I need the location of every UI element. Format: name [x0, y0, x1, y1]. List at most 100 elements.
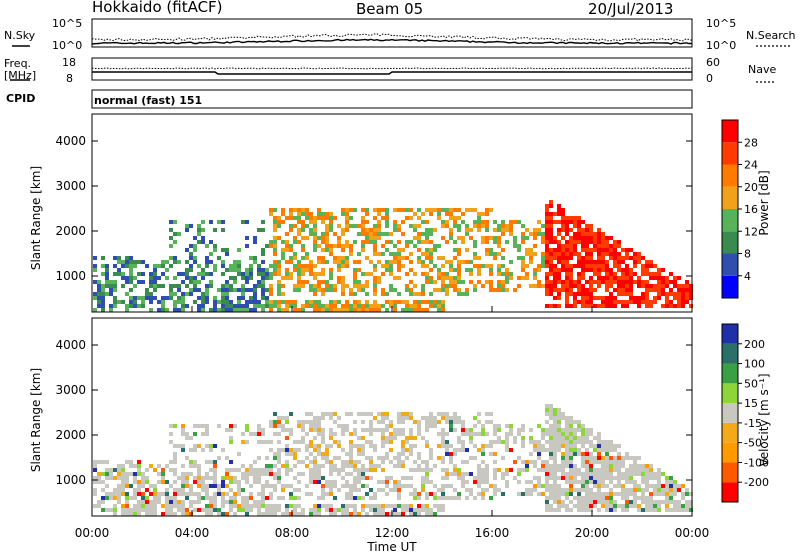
heatmap-cell [641, 292, 645, 296]
heatmap-cell [549, 456, 553, 460]
heatmap-cell [589, 432, 593, 436]
heatmap-cell [513, 244, 517, 248]
heatmap-cell [181, 272, 185, 276]
heatmap-cell [457, 416, 461, 420]
heatmap-cell [617, 300, 621, 304]
heatmap-cell [141, 492, 145, 496]
heatmap-cell [341, 244, 345, 248]
heatmap-cell [437, 244, 441, 248]
heatmap-cell [249, 296, 253, 300]
heatmap-cell [305, 464, 309, 468]
heatmap-cell [357, 280, 361, 284]
heatmap-cell [173, 444, 177, 448]
heatmap-cell [273, 248, 277, 252]
heatmap-cell [209, 476, 213, 480]
heatmap-cell [133, 276, 137, 280]
heatmap-cell [361, 228, 365, 232]
heatmap-cell [529, 492, 533, 496]
heatmap-cell [185, 456, 189, 460]
heatmap-cell [289, 448, 293, 452]
heatmap-cell [673, 296, 677, 300]
heatmap-cell [581, 260, 585, 264]
heatmap-cell [473, 424, 477, 428]
heatmap-cell [125, 484, 129, 488]
heatmap-cell [385, 452, 389, 456]
colorbar-tick-label: 4 [744, 270, 751, 283]
heatmap-cell [437, 276, 441, 280]
heatmap-cell [373, 232, 377, 236]
heatmap-cell [269, 304, 273, 308]
heatmap-cell [401, 432, 405, 436]
colorbar-segment [722, 383, 738, 404]
heatmap-cell [301, 512, 305, 516]
heatmap-cell [641, 284, 645, 288]
heatmap-cell [673, 488, 677, 492]
heatmap-cell [349, 288, 353, 292]
heatmap-cell [585, 432, 589, 436]
heatmap-cell [489, 252, 493, 256]
heatmap-cell [589, 460, 593, 464]
heatmap-cell [553, 508, 557, 512]
heatmap-cell [445, 272, 449, 276]
heatmap-cell [565, 432, 569, 436]
heatmap-cell [549, 508, 553, 512]
heatmap-cell [553, 492, 557, 496]
heatmap-cell [221, 260, 225, 264]
heatmap-cell [393, 220, 397, 224]
heatmap-cell [289, 212, 293, 216]
freq-label: Freq. [4, 57, 31, 70]
heatmap-cell [621, 268, 625, 272]
heatmap-cell [209, 504, 213, 508]
heatmap-cell [377, 508, 381, 512]
heatmap-cell [441, 236, 445, 240]
heatmap-cell [609, 248, 613, 252]
heatmap-cell [553, 280, 557, 284]
heatmap-cell [217, 488, 221, 492]
heatmap-cell [229, 476, 233, 480]
heatmap-cell [425, 508, 429, 512]
heatmap-cell [549, 288, 553, 292]
heatmap-cell [337, 444, 341, 448]
heatmap-cell [601, 268, 605, 272]
heatmap-cell [213, 476, 217, 480]
heatmap-cell [193, 256, 197, 260]
nave-tick-high: 60 [706, 56, 720, 69]
heatmap-cell [485, 420, 489, 424]
heatmap-cell [229, 424, 233, 428]
heatmap-cell [645, 300, 649, 304]
heatmap-cell [685, 292, 689, 296]
heatmap-cell [385, 480, 389, 484]
heatmap-cell [157, 284, 161, 288]
heatmap-cell [105, 492, 109, 496]
heatmap-cell [421, 308, 425, 312]
heatmap-cell [325, 212, 329, 216]
heatmap-cell [361, 448, 365, 452]
heatmap-cell [221, 484, 225, 488]
heatmap-cell [113, 264, 117, 268]
heatmap-cell [385, 436, 389, 440]
heatmap-cell [437, 444, 441, 448]
heatmap-cell [549, 496, 553, 500]
heatmap-cell [197, 472, 201, 476]
heatmap-cell [313, 508, 317, 512]
heatmap-cell [429, 512, 433, 516]
heatmap-cell [189, 292, 193, 296]
colorbar-segment [722, 275, 738, 298]
heatmap-cell [261, 428, 265, 432]
heatmap-cell [285, 472, 289, 476]
heatmap-cell [345, 256, 349, 260]
heatmap-cell [445, 276, 449, 280]
heatmap-cell [617, 464, 621, 468]
heatmap-cell [597, 444, 601, 448]
heatmap-cell [397, 492, 401, 496]
heatmap-cell [117, 256, 121, 260]
heatmap-cell [409, 512, 413, 516]
heatmap-cell [105, 468, 109, 472]
heatmap-cell [177, 284, 181, 288]
heatmap-cell [613, 276, 617, 280]
heatmap-cell [521, 424, 525, 428]
heatmap-cell [429, 268, 433, 272]
heatmap-cell [557, 220, 561, 224]
heatmap-cell [149, 504, 153, 508]
heatmap-cell [161, 472, 165, 476]
